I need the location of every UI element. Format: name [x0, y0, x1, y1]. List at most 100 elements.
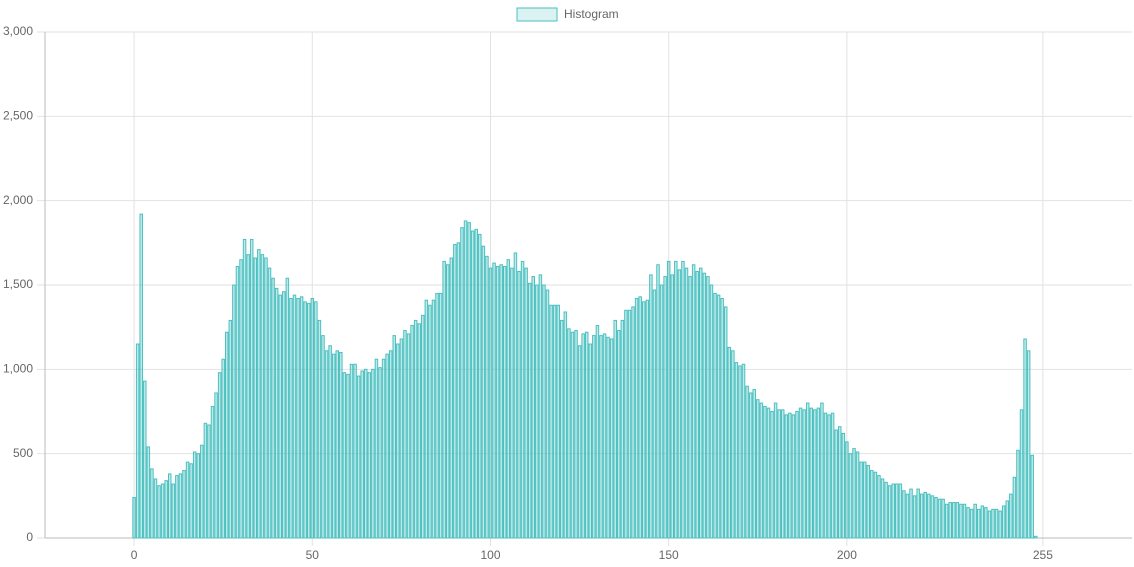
- bar: [830, 412, 835, 539]
- bar: [225, 331, 229, 539]
- bar: [674, 260, 678, 539]
- bar: [645, 299, 650, 539]
- bar: [470, 230, 475, 539]
- bar: [153, 478, 158, 539]
- bar: [449, 257, 454, 539]
- bar: [987, 510, 992, 539]
- bar: [1019, 409, 1024, 539]
- bar: [681, 260, 685, 539]
- bar: [609, 338, 614, 539]
- bar: [641, 301, 646, 539]
- bar: [720, 297, 724, 539]
- bar: [588, 343, 593, 539]
- bar: [784, 414, 789, 539]
- bar: [652, 289, 657, 539]
- bar: [563, 311, 568, 539]
- bar: [706, 276, 710, 539]
- bar: [399, 338, 404, 539]
- bar: [866, 464, 871, 539]
- bar: [923, 491, 928, 539]
- bar: [659, 284, 664, 539]
- bar: [249, 238, 254, 539]
- bar: [324, 350, 329, 539]
- bar: [431, 299, 436, 539]
- bar: [392, 335, 397, 539]
- bar: [898, 483, 903, 539]
- bar: [299, 296, 304, 539]
- bar: [845, 441, 849, 539]
- bar: [531, 276, 536, 539]
- bar: [292, 294, 297, 539]
- bar: [517, 271, 521, 539]
- bar: [406, 333, 411, 539]
- bar: [912, 495, 917, 539]
- bar: [424, 299, 429, 539]
- bar: [435, 292, 439, 539]
- bar: [467, 222, 471, 539]
- bar: [253, 257, 258, 539]
- bar: [239, 259, 243, 539]
- bar: [364, 368, 368, 539]
- bar: [235, 265, 240, 539]
- bar: [1009, 493, 1013, 539]
- bar: [880, 478, 885, 539]
- legend-label: Histogram: [564, 7, 619, 21]
- bar: [278, 294, 282, 539]
- x-tick-label: 100: [480, 548, 500, 562]
- bar: [342, 372, 347, 539]
- bar: [930, 495, 935, 539]
- bar: [349, 363, 354, 539]
- bar: [520, 260, 525, 539]
- bar: [695, 271, 699, 539]
- bar: [413, 319, 418, 539]
- bar: [699, 267, 703, 539]
- bar: [966, 507, 970, 539]
- bar: [510, 267, 514, 539]
- bar: [317, 319, 322, 539]
- bar: [788, 412, 792, 539]
- bar: [200, 444, 204, 539]
- bar: [210, 405, 215, 539]
- bar: [731, 350, 735, 539]
- bar: [542, 284, 546, 539]
- bar: [638, 296, 642, 539]
- bar: [513, 252, 518, 539]
- bar: [891, 483, 895, 539]
- bar: [716, 294, 721, 539]
- bar: [688, 276, 692, 539]
- bar: [841, 432, 846, 539]
- bar: [242, 238, 247, 539]
- bar: [296, 297, 300, 539]
- bar: [257, 249, 261, 539]
- bar: [998, 510, 1002, 539]
- bar: [310, 297, 315, 539]
- bar: [463, 220, 468, 539]
- bar: [328, 345, 332, 539]
- bar: [442, 260, 446, 539]
- bar: [374, 358, 379, 539]
- bar: [934, 497, 938, 539]
- bar: [702, 272, 707, 539]
- bar: [727, 346, 732, 539]
- bar: [984, 507, 988, 539]
- bar: [884, 481, 888, 539]
- bar: [813, 409, 817, 539]
- bar: [353, 363, 357, 539]
- bar: [549, 304, 553, 539]
- bar: [417, 323, 421, 539]
- bar: [1005, 500, 1010, 539]
- bar: [684, 267, 689, 539]
- bar: [481, 245, 486, 539]
- bar: [973, 503, 977, 539]
- bar: [905, 493, 910, 539]
- bar: [1012, 476, 1017, 539]
- x-tick-label: 50: [306, 548, 320, 562]
- bar: [802, 409, 806, 539]
- bar: [759, 402, 764, 539]
- bar: [617, 330, 621, 539]
- bar: [535, 284, 539, 539]
- bar: [991, 508, 995, 539]
- bar: [870, 470, 874, 539]
- bar: [709, 284, 714, 539]
- bar: [763, 405, 767, 539]
